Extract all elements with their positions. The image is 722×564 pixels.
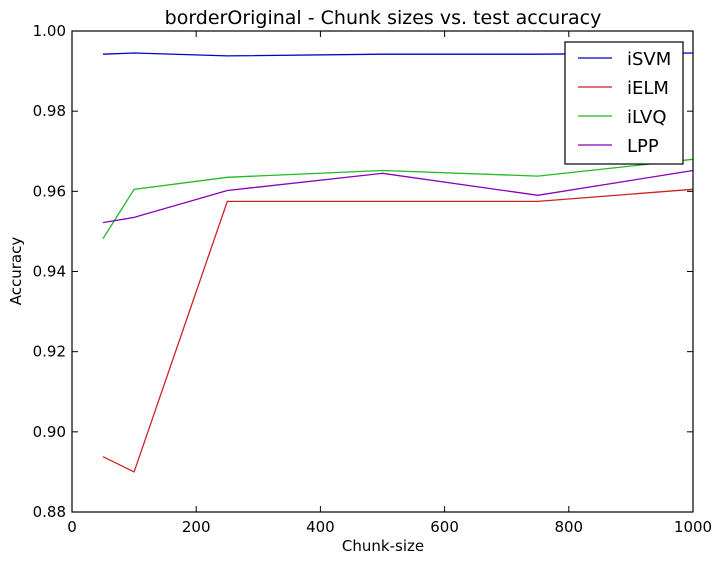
x-tick-label: 200 [182, 518, 211, 536]
x-tick-label: 1000 [674, 518, 712, 536]
x-axis-ticks: 0 200 400 600 800 1000 [67, 31, 712, 536]
y-tick-label: 0.96 [33, 182, 66, 200]
series-lines [102, 52, 694, 473]
series-line-isvm [102, 52, 694, 57]
legend-label-isvm: iSVM [627, 49, 671, 70]
series-line-lpp [102, 169, 694, 224]
series-line-ielm [102, 188, 694, 473]
y-tick-label: 1.00 [33, 22, 66, 40]
x-tick-label: 600 [430, 518, 459, 536]
legend-label-ielm: iELM [627, 78, 669, 99]
chart-title: borderOriginal - Chunk sizes vs. test ac… [165, 7, 602, 29]
y-tick-label: 0.94 [33, 263, 66, 281]
y-tick-label: 0.90 [33, 423, 66, 441]
x-axis-label: Chunk-size [342, 537, 424, 555]
y-axis-label: Accuracy [7, 237, 25, 306]
series-line-ilvq [102, 158, 694, 239]
legend-label-lpp: LPP [627, 136, 659, 157]
y-tick-label: 0.92 [33, 343, 66, 361]
x-tick-label: 0 [67, 518, 77, 536]
legend: iSVM iELM iLVQ LPP [564, 41, 684, 165]
y-axis-ticks: 0.88 0.90 0.92 0.94 0.96 0.98 1.00 [33, 22, 693, 521]
legend-label-ilvq: iLVQ [627, 107, 667, 128]
x-tick-label: 400 [306, 518, 335, 536]
y-tick-label: 0.88 [33, 503, 66, 521]
legend-box [564, 41, 684, 165]
y-tick-label: 0.98 [33, 102, 66, 120]
x-tick-label: 800 [554, 518, 583, 536]
